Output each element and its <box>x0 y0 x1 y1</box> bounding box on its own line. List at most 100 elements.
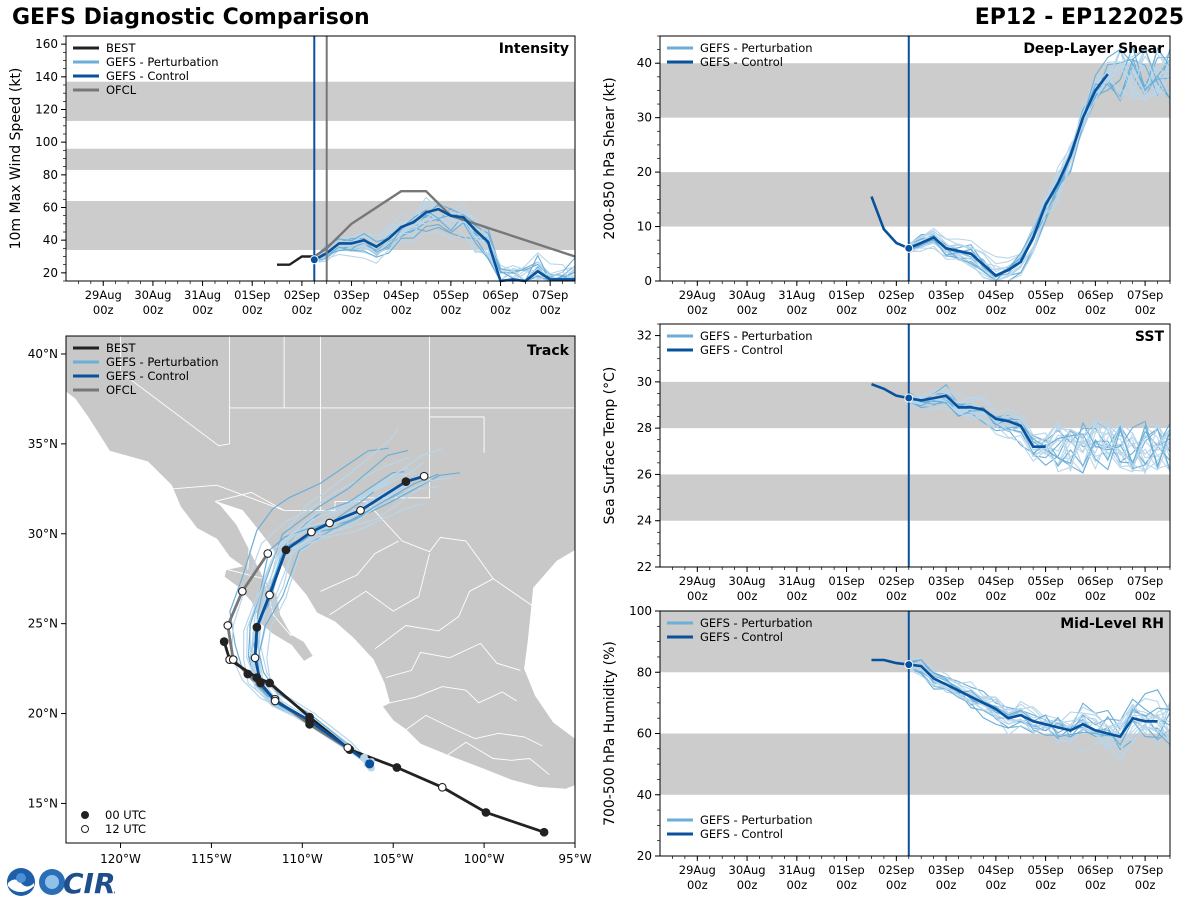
track-xtick-label: 95°W <box>558 852 591 866</box>
intensity-xtick-hour: 00z <box>490 303 511 317</box>
ofcl-track-marker <box>263 549 273 558</box>
logo-text: CIRA <box>63 867 115 898</box>
rh-title: Mid-Level RH <box>1060 616 1164 632</box>
ofcl-track-marker <box>243 669 253 679</box>
intensity-ytick-label: 20 <box>43 266 58 280</box>
sst-ytick-label: 30 <box>637 375 652 389</box>
perturbation-track <box>250 466 409 766</box>
control-track-marker <box>252 622 262 632</box>
political-border <box>320 540 399 592</box>
rh-xtick-date: 30Aug <box>729 863 766 877</box>
shear-xtick-hour: 00z <box>1085 303 1106 317</box>
shear-xtick-date: 01Sep <box>828 288 864 302</box>
storm-id-title: EP12 - EP122025 <box>974 5 1184 30</box>
land-north-america <box>66 336 575 790</box>
shear-xtick-date: 02Sep <box>878 288 914 302</box>
sst-xtick-date: 30Aug <box>729 574 766 588</box>
best-track-marker <box>392 763 402 772</box>
sst-title: SST <box>1135 329 1165 345</box>
rh-ytick-label: 100 <box>629 604 652 618</box>
sst-control-line <box>871 382 1046 449</box>
rh-perturbation-line <box>908 659 1171 746</box>
sst-ytick-label: 28 <box>637 421 652 435</box>
sst-legend-label: GEFS - Control <box>700 343 783 357</box>
rh-ytick-label: 20 <box>637 849 652 863</box>
intensity-band-1 <box>66 148 575 170</box>
sst-ytick-label: 26 <box>637 467 652 481</box>
shear-xtick-hour: 00z <box>1035 303 1056 317</box>
best-track-marker <box>265 678 274 688</box>
sst-perturbation-line <box>908 402 1171 473</box>
rh-xtick-hour: 00z <box>1035 878 1056 892</box>
shear-xtick-hour: 00z <box>737 303 758 317</box>
sst-ytick-label: 24 <box>637 514 652 528</box>
political-border <box>389 686 518 704</box>
rh-perturbation-line <box>908 659 1171 754</box>
intensity-xtick-date: 29Aug <box>85 288 122 302</box>
political-border <box>429 416 485 453</box>
sst-xtick-date: 01Sep <box>828 574 864 588</box>
shear-title: Deep-Layer Shear <box>1023 41 1164 57</box>
track-ytick-label: 20°N <box>28 707 58 721</box>
rh-xtick-hour: 00z <box>986 878 1007 892</box>
sst-xtick-hour: 00z <box>986 589 1007 603</box>
sst-ytick-label: 32 <box>637 329 652 343</box>
track-legend-label: GEFS - Perturbation <box>106 355 219 369</box>
control-track-marker <box>401 477 411 486</box>
intensity-band-2 <box>66 81 575 121</box>
best-track-marker <box>539 827 549 837</box>
cira-logo: CIRA <box>5 866 115 898</box>
intensity-perturbation-line <box>314 221 576 282</box>
sst-legend-label: GEFS - Perturbation <box>700 329 813 343</box>
shear-ytick-label: 0 <box>644 274 652 288</box>
sst-ylabel: Sea Surface Temp (°C) <box>602 367 618 525</box>
intensity-xtick-hour: 00z <box>192 303 213 317</box>
intensity-title: Intensity <box>499 41 569 57</box>
panel-shear: 01020304029Aug00z30Aug00z31Aug00z01Sep00… <box>602 35 1171 317</box>
sst-perturbation-line <box>908 385 1171 472</box>
track-xtick-label: 100°W <box>464 852 505 866</box>
rh-xtick-date: 03Sep <box>928 863 964 877</box>
track-xtick-label: 120°W <box>100 852 141 866</box>
shear-perturbation-line <box>908 48 1171 282</box>
sst-band-0 <box>660 474 1170 521</box>
rh-xtick-hour: 00z <box>687 878 708 892</box>
shear-xtick-hour: 00z <box>986 303 1007 317</box>
shear-xtick-hour: 00z <box>786 303 807 317</box>
sst-band-1 <box>660 381 1170 429</box>
shear-band-0 <box>660 172 1170 227</box>
shear-xtick-hour: 00z <box>687 303 708 317</box>
rh-perturbation-line <box>908 665 1171 734</box>
intensity-xtick-date: 04Sep <box>383 288 419 302</box>
rh-xtick-hour: 00z <box>786 878 807 892</box>
rh-xtick-hour: 00z <box>1085 878 1106 892</box>
gulf-of-mexico <box>524 549 575 739</box>
shear-xtick-date: 29Aug <box>679 288 716 302</box>
control-track-marker <box>270 696 280 706</box>
shear-ytick-label: 10 <box>637 220 652 234</box>
control-track-marker <box>250 653 260 663</box>
sst-xtick-date: 07Sep <box>1127 574 1163 588</box>
intensity-analysis-marker <box>309 255 319 265</box>
intensity-ytick-label: 60 <box>43 201 58 215</box>
rh-perturbation-line <box>908 661 1171 764</box>
track-frame <box>65 335 576 844</box>
track-ytick-label: 30°N <box>28 527 58 541</box>
rh-xtick-date: 05Sep <box>1027 863 1063 877</box>
ofcl-track-marker <box>228 655 238 664</box>
control-track-marker <box>307 527 316 537</box>
rh-legend-label: GEFS - Perturbation <box>700 813 813 827</box>
sst-perturbation-line <box>908 396 1171 472</box>
sst-xtick-date: 29Aug <box>679 574 716 588</box>
shear-xtick-hour: 00z <box>836 303 857 317</box>
political-border <box>385 642 521 679</box>
shear-xtick-date: 07Sep <box>1127 288 1163 302</box>
intensity-legend-label: GEFS - Perturbation <box>106 55 219 69</box>
control-track-marker <box>256 678 265 688</box>
track-ytick-label: 40°N <box>28 347 58 361</box>
shear-ytick-label: 20 <box>637 165 652 179</box>
perturbation-track <box>256 449 409 765</box>
control-initial-marker <box>365 759 375 769</box>
intensity-ytick-label: 40 <box>43 233 58 247</box>
intensity-ytick-label: 80 <box>43 168 58 182</box>
